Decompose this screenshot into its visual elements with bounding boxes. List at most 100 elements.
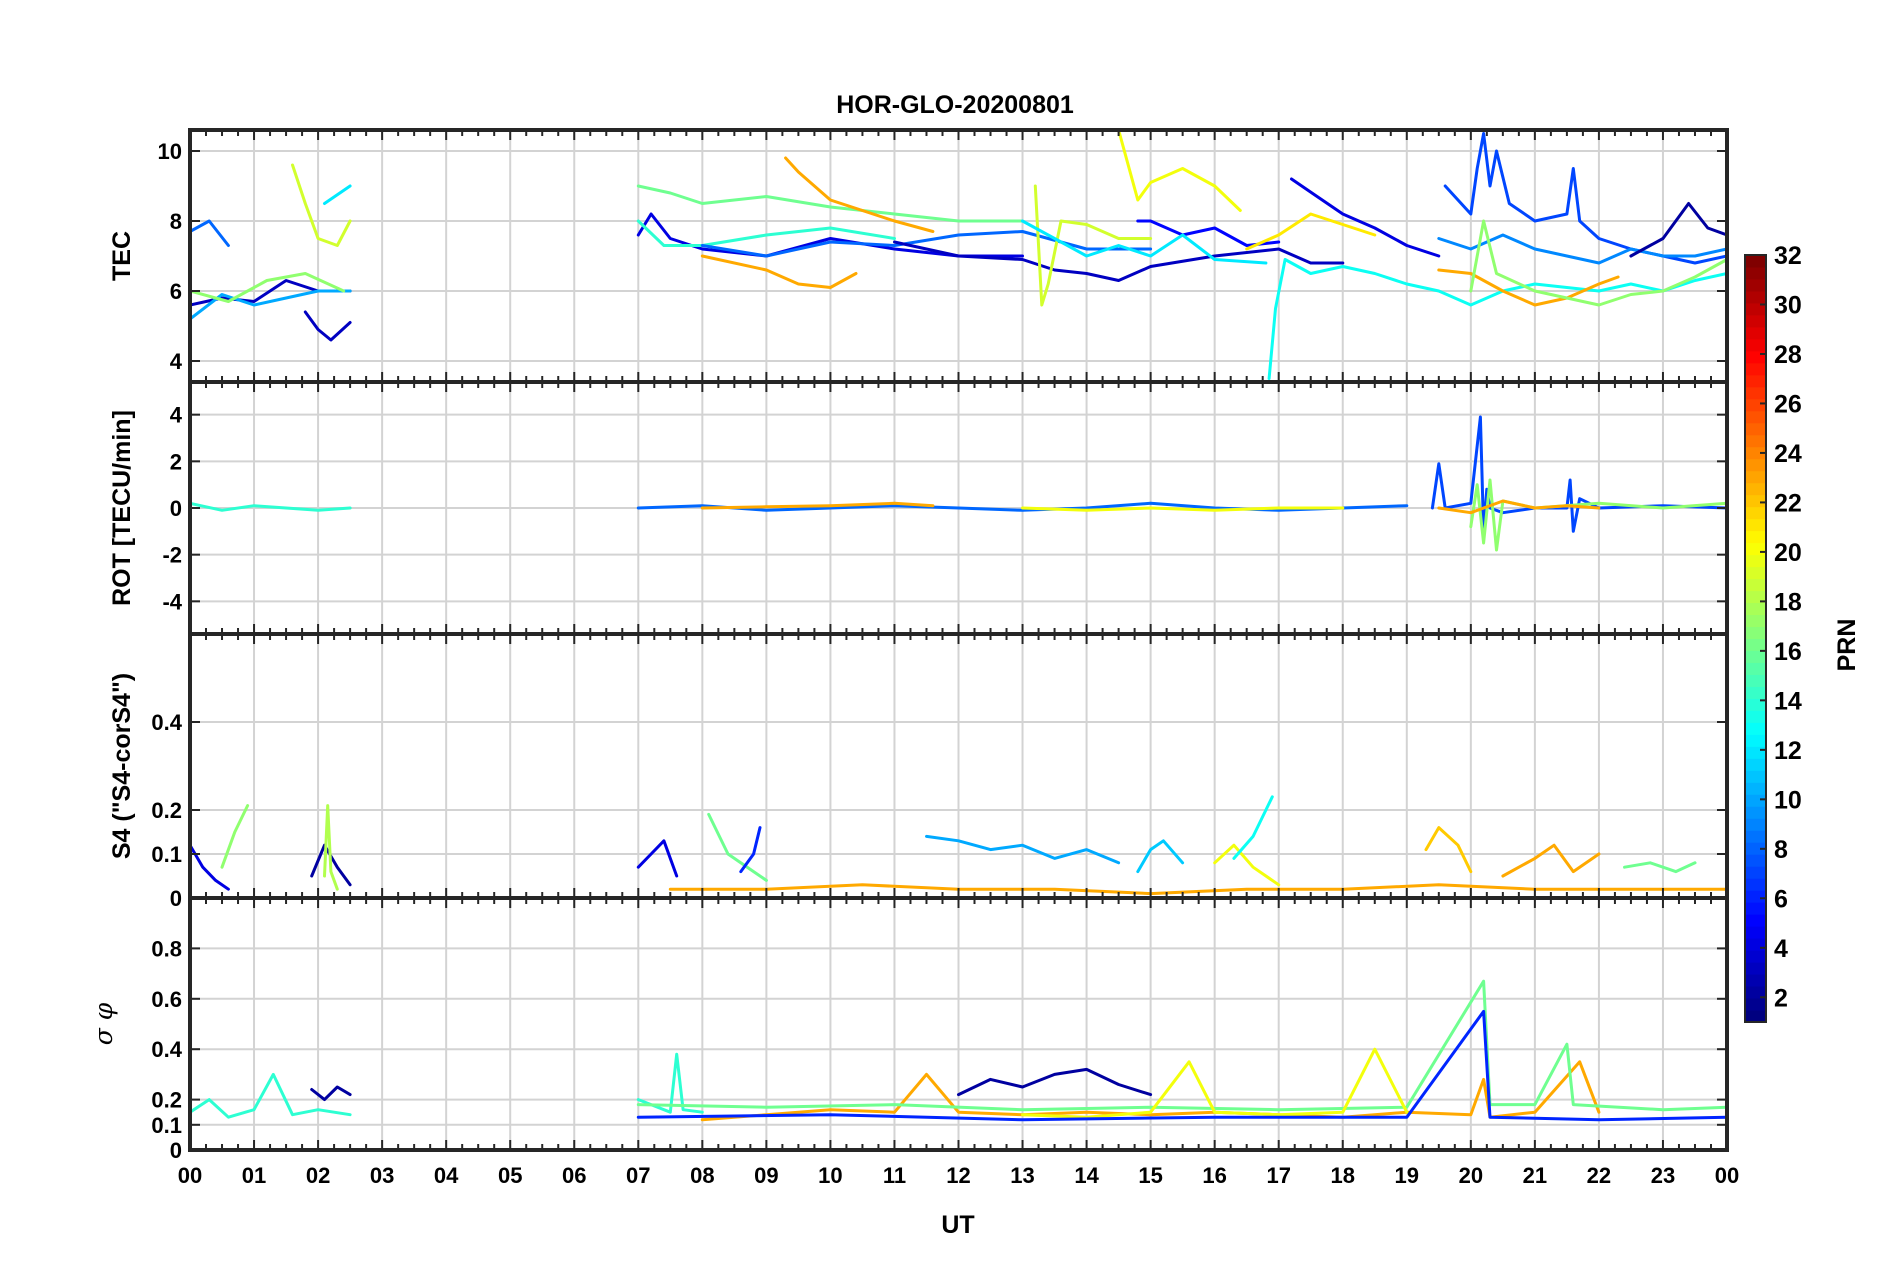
series-line-prn-17	[1469, 478, 1727, 552]
colorbar-swatch	[1745, 482, 1766, 496]
panel-rot: -4 -2 0 2 4 ROT [TECU/min]	[108, 380, 1729, 636]
colorbar-swatch	[1745, 434, 1766, 448]
colorbar-swatch	[1745, 494, 1766, 508]
x-tick-label: 01	[242, 1163, 266, 1188]
y-tick-label: 6	[170, 279, 182, 304]
series-line-prn-14	[636, 219, 896, 247]
series-line-prn-2	[1629, 202, 1727, 258]
y-tick-label: 4	[170, 349, 183, 374]
y-axis-label-sigma_phi: σ φ	[89, 1002, 118, 1045]
colorbar-swatch	[1745, 781, 1766, 795]
colorbar-tick-label: 18	[1774, 588, 1802, 616]
y-tick-label: -4	[162, 589, 182, 614]
colorbar-swatch	[1745, 913, 1766, 927]
y-tick-label: 0.6	[151, 987, 182, 1012]
series-line-prn-9	[1437, 233, 1727, 265]
x-tick-label: 00	[1715, 1163, 1739, 1188]
colorbar-swatch	[1745, 973, 1766, 987]
series-line-prn-3	[893, 240, 1345, 282]
series-line-prn-16	[636, 184, 1024, 223]
colorbar-swatch	[1745, 374, 1766, 388]
series-line-prn-17	[220, 804, 250, 869]
x-tick-label: 18	[1331, 1163, 1355, 1188]
series-line-prn-2	[957, 1067, 1153, 1097]
series-group	[190, 795, 1727, 896]
series-line-prn-5	[1136, 219, 1281, 247]
colorbar-tick-label: 28	[1774, 341, 1802, 369]
colorbar-tick-label: 4	[1774, 935, 1788, 963]
colorbar-swatch	[1745, 602, 1766, 616]
colorbar-tick-label: 8	[1774, 836, 1788, 864]
x-tick-label: 23	[1651, 1163, 1675, 1188]
series-line-prn-19	[1033, 184, 1153, 307]
colorbar-swatch	[1745, 590, 1766, 604]
colorbar-swatch	[1745, 350, 1766, 364]
series-line-prn-10	[925, 834, 1121, 865]
series-line-prn-3	[303, 310, 352, 342]
colorbar-swatch	[1745, 673, 1766, 687]
colorbar-swatch	[1745, 817, 1766, 831]
y-tick-label: 4	[170, 403, 183, 428]
colorbar-swatch	[1745, 566, 1766, 580]
colorbar-swatch	[1745, 853, 1766, 867]
ticks	[189, 898, 1728, 1151]
series-line-prn-18	[323, 804, 339, 891]
series-line-prn-16	[636, 979, 1727, 1112]
colorbar-tick-label: 12	[1774, 737, 1802, 765]
colorbar-swatch	[1745, 841, 1766, 855]
x-tick-label: 17	[1266, 1163, 1290, 1188]
series-line-prn-7	[1430, 415, 1727, 533]
series-line-prn-23	[1437, 268, 1620, 307]
colorbar-frame	[1744, 254, 1767, 1023]
colorbar-swatch	[1745, 925, 1766, 939]
colorbar-swatch	[1745, 410, 1766, 424]
colorbar-swatch	[1745, 254, 1766, 268]
x-tick-label: 04	[434, 1163, 459, 1188]
colorbar-swatch	[1745, 614, 1766, 628]
series-line-prn-23	[700, 254, 858, 289]
colorbar-swatch	[1745, 626, 1766, 639]
x-axis-label: UT	[941, 1211, 974, 1239]
colorbar-swatch	[1745, 985, 1766, 999]
colorbar-swatch	[1745, 326, 1766, 340]
series-line-prn-20	[1021, 1047, 1409, 1119]
series-line-prn-4	[636, 839, 679, 878]
x-tick-label: 20	[1459, 1163, 1483, 1188]
panel-s4: 0 0.1 0.2 0.4 S4 ("S4-corS4")	[108, 632, 1729, 911]
colorbar-swatch	[1745, 638, 1766, 651]
x-tick-label: 19	[1395, 1163, 1419, 1188]
x-tick-label: 09	[754, 1163, 778, 1188]
series-line-prn-23	[668, 883, 1727, 896]
colorbar-swatch	[1745, 290, 1766, 304]
x-tick-label: 13	[1010, 1163, 1034, 1188]
series-line-prn-13	[1232, 795, 1274, 860]
x-tick-label: 16	[1202, 1163, 1226, 1188]
colorbar-swatch	[1745, 709, 1766, 723]
x-tick-label: 11	[883, 1163, 906, 1188]
series-line-prn-20	[1213, 843, 1281, 887]
y-tick-label: 8	[170, 209, 182, 234]
series-line-prn-12	[1021, 219, 1268, 265]
colorbar-swatch	[1745, 877, 1766, 891]
x-tick-label: 08	[690, 1163, 714, 1188]
y-axis-label-tec: TEC	[108, 231, 136, 281]
y-tick-label: 2	[170, 449, 182, 474]
colorbar-swatch	[1745, 386, 1766, 400]
colorbar-tick-label: 2	[1774, 984, 1788, 1012]
series-line-prn-21	[1245, 212, 1377, 251]
series-line-prn-17	[1469, 219, 1727, 307]
colorbar-swatch	[1745, 362, 1766, 376]
y-tick-label: 0.8	[151, 936, 182, 961]
series-line-prn-19	[291, 163, 352, 247]
colorbar-swatch	[1745, 685, 1766, 699]
x-tick-label: 12	[946, 1163, 970, 1188]
y-tick-label: 0	[170, 886, 182, 911]
colorbar-swatch	[1745, 745, 1766, 759]
colorbar-swatch	[1745, 542, 1766, 556]
colorbar-swatch	[1745, 470, 1766, 484]
colorbar-swatch	[1745, 757, 1766, 771]
series-line-prn-16	[707, 812, 768, 882]
colorbar-tick-label: 26	[1774, 390, 1802, 418]
